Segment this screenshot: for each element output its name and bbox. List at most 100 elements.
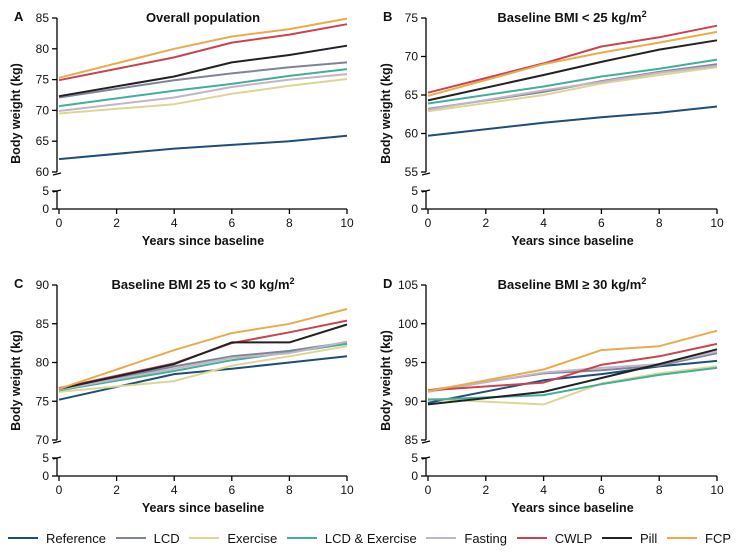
x-axis-title: Years since baseline: [142, 234, 264, 248]
legend-label: LCD: [153, 530, 180, 546]
legend-swatch: [426, 537, 457, 539]
legend-label: FCP: [705, 530, 731, 546]
legend-item: Pill: [601, 528, 657, 548]
series-line-fasting: [58, 73, 348, 112]
series-line-exercise: [58, 345, 348, 393]
panel-title-text: Baseline BMI 25 to < 30 kg/m: [111, 277, 289, 292]
panel-letter: B: [383, 9, 392, 24]
y-axis-title: Body weight (kg): [9, 63, 23, 164]
y-tick-label: 80: [36, 356, 50, 370]
y-tick-label: 75: [405, 11, 419, 25]
panel-title: Baseline BMI < 25 kg/m2: [497, 9, 646, 25]
series-line-cwlp: [427, 24, 718, 94]
legend-item: CWLP: [516, 528, 593, 548]
x-tick-label: 4: [540, 483, 547, 497]
y-tick-label: 105: [398, 278, 418, 292]
series-line-lcd-exercise: [427, 58, 718, 105]
y-axis-title: Body weight (kg): [379, 330, 393, 431]
legend-item: FCP: [667, 528, 731, 548]
y-tick-label: 60: [36, 165, 50, 179]
y-tick-label: 0: [42, 202, 49, 216]
y-tick-label: 75: [36, 394, 50, 408]
legend-swatch: [516, 537, 547, 539]
y-tick-label: 60: [405, 127, 419, 141]
x-tick-label: 10: [340, 216, 354, 230]
x-tick-label: 6: [598, 216, 605, 230]
x-tick-label: 6: [228, 483, 235, 497]
y-tick-label: 80: [36, 42, 50, 56]
series-line-fasting: [427, 64, 718, 111]
y-axis-title: Body weight (kg): [379, 63, 393, 164]
y-tick-label: 70: [405, 50, 419, 64]
x-tick-label: 6: [598, 483, 605, 497]
x-tick-label: 0: [56, 483, 63, 497]
x-tick-label: 2: [113, 216, 120, 230]
legend-swatch: [286, 537, 317, 539]
series-line-fcp: [58, 308, 348, 390]
y-tick-label: 85: [36, 317, 50, 331]
panel-title-text: Overall population: [146, 10, 260, 25]
legend-item: Reference: [8, 528, 106, 548]
y-tick-label: 5: [411, 184, 418, 198]
series-line-reference: [427, 359, 718, 404]
y-tick-label: 85: [36, 11, 50, 25]
y-tick-label: 70: [36, 433, 50, 447]
legend-label: Reference: [46, 530, 106, 546]
y-tick-label: 65: [36, 134, 50, 148]
series-line-lcd: [58, 341, 348, 391]
series-line-pill: [58, 323, 348, 390]
panel-title-text: Baseline BMI < 25 kg/m: [497, 10, 641, 25]
legend-label: Fasting: [464, 530, 508, 546]
series-line-reference: [427, 105, 718, 137]
series-line-lcd-exercise: [58, 68, 348, 108]
y-tick-label: 65: [405, 88, 419, 102]
x-tick-label: 0: [56, 216, 63, 230]
panel-title: Overall population: [146, 10, 260, 25]
x-tick-label: 8: [656, 216, 663, 230]
x-tick-label: 6: [228, 216, 235, 230]
series-line-pill: [427, 348, 718, 406]
y-tick-label: 0: [411, 469, 418, 483]
panel-title-superscript: 2: [641, 276, 646, 286]
axis-break-mark: [421, 172, 431, 176]
x-tick-label: 4: [540, 216, 547, 230]
panel-title-text: Baseline BMI ≥ 30 kg/m: [498, 277, 642, 292]
legend-swatch: [8, 537, 38, 539]
y-tick-label: 70: [36, 103, 50, 117]
legend-swatch: [601, 537, 632, 539]
x-tick-label: 8: [656, 483, 663, 497]
legend-item: Fasting: [426, 528, 507, 548]
x-tick-label: 4: [171, 216, 178, 230]
legend-item: LCD: [115, 528, 180, 548]
x-axis-title: Years since baseline: [511, 234, 633, 248]
y-tick-label: 85: [405, 433, 419, 447]
y-tick-label: 95: [405, 356, 419, 370]
panel-title-superscript: 2: [290, 276, 295, 286]
x-tick-label: 2: [482, 216, 489, 230]
panel-letter: D: [383, 276, 392, 291]
series-line-fcp: [427, 329, 718, 393]
y-tick-label: 0: [42, 469, 49, 483]
y-tick-label: 100: [398, 317, 418, 331]
y-tick-label: 90: [405, 394, 419, 408]
series-line-reference: [58, 134, 348, 161]
x-axis-title: Years since baseline: [142, 501, 264, 515]
panel-title: Baseline BMI 25 to < 30 kg/m2: [111, 276, 294, 292]
y-axis-title: Body weight (kg): [9, 330, 23, 431]
y-tick-label: 5: [411, 451, 418, 465]
series-line-fcp: [58, 17, 348, 79]
legend-label: CWLP: [554, 530, 593, 546]
x-axis-title: Years since baseline: [511, 501, 633, 515]
legend: Reference LCD Exercise LCD & Exercise Fastin…: [0, 528, 739, 548]
legend-item: Exercise: [189, 528, 277, 548]
axis-break-mark: [52, 172, 62, 176]
series-line-pill: [427, 39, 718, 102]
legend-swatch: [189, 537, 220, 539]
legend-swatch: [115, 537, 146, 539]
axis-break-mark: [421, 440, 431, 444]
legend-label: LCD & Exercise: [324, 530, 417, 546]
x-tick-label: 10: [710, 483, 724, 497]
series-line-cwlp: [58, 23, 348, 82]
